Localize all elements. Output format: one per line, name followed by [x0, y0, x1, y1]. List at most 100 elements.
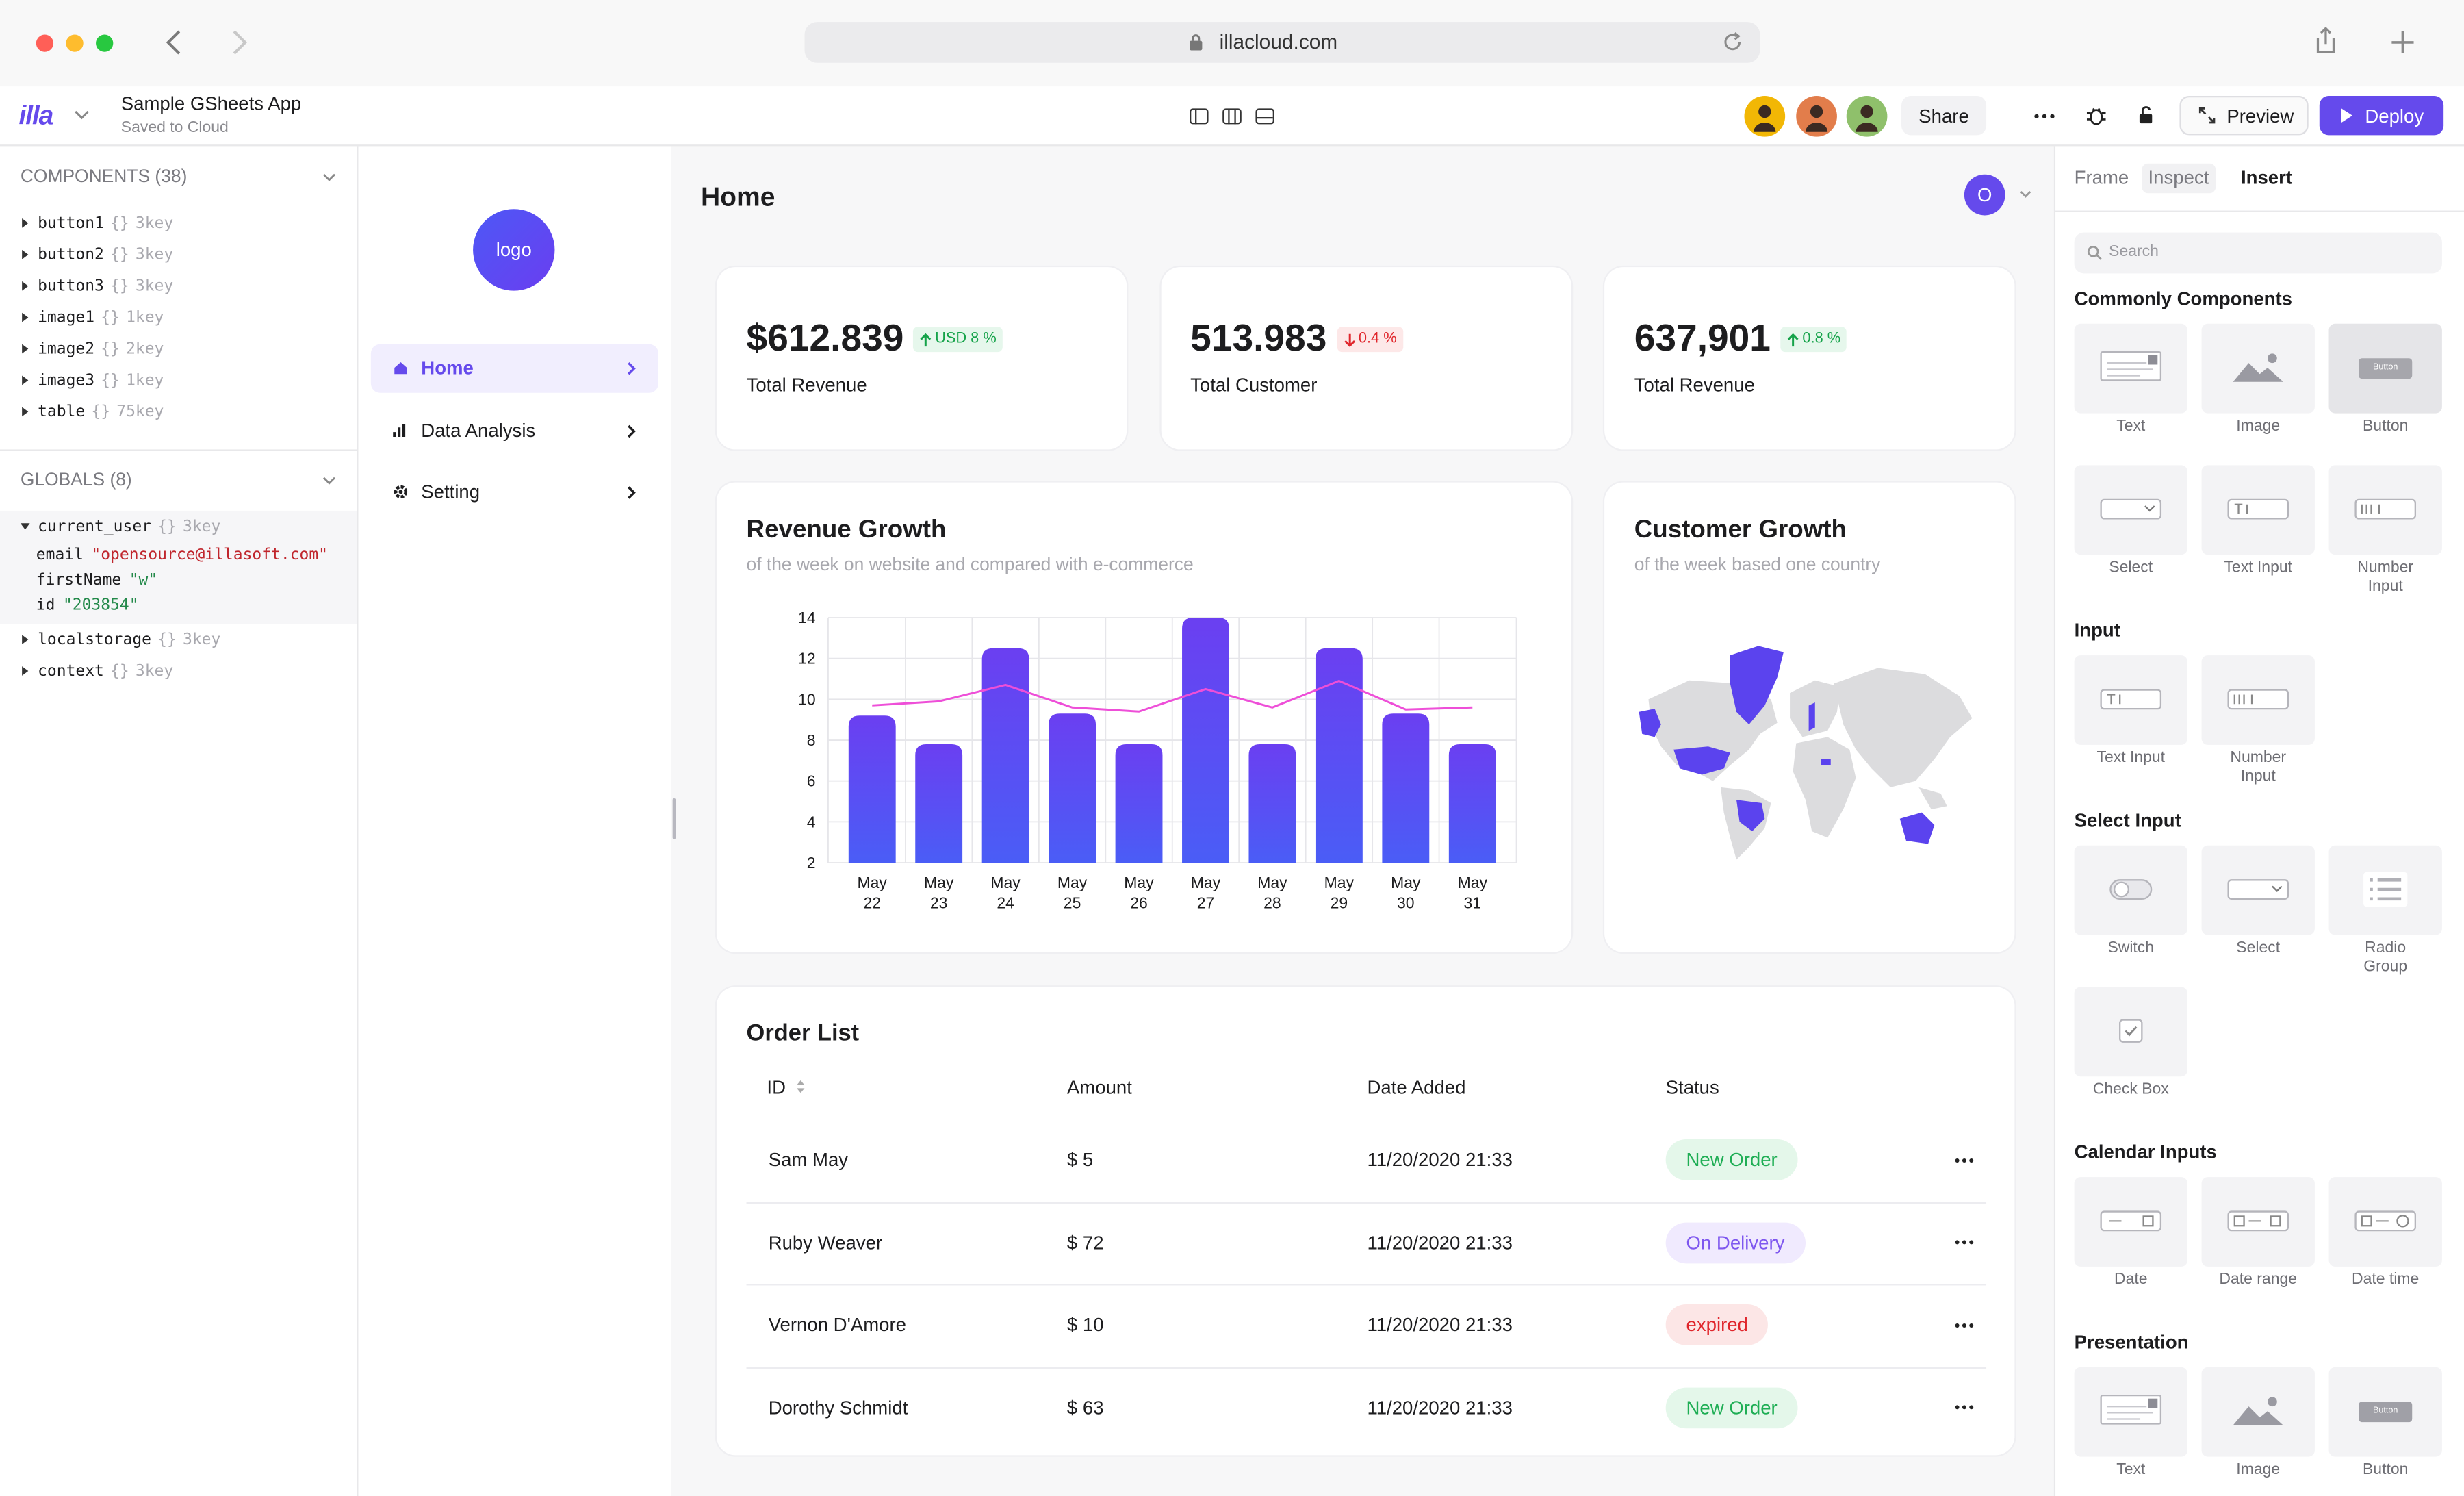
window-button[interactable] [94, 34, 113, 51]
nav-item[interactable] [371, 343, 658, 392]
row-actions[interactable] [1955, 1405, 1974, 1410]
x-tick-label: May 29 [1324, 875, 1355, 913]
change-text: 0.8 % [1802, 329, 1841, 348]
inspector-tab[interactable]: Insert [2240, 166, 2293, 189]
row-actions[interactable] [1955, 1322, 1974, 1327]
component-item[interactable]: Number Input [2201, 655, 2315, 797]
component-item[interactable]: Check Box [2074, 987, 2187, 1128]
resize-handle[interactable] [672, 798, 676, 839]
deploy-button[interactable]: Deploy [2319, 96, 2444, 136]
layout-toggle[interactable] [1255, 108, 1274, 125]
tab-divider [2055, 210, 2464, 212]
bar [981, 648, 1029, 863]
window-button[interactable] [35, 34, 53, 51]
icon-part [2233, 363, 2283, 382]
component-item[interactable]: Text Input [2201, 465, 2315, 607]
component-item[interactable]: Date time [2328, 1177, 2442, 1319]
share-icon[interactable] [2315, 27, 2337, 55]
reload-icon[interactable] [1722, 31, 1744, 53]
column-header[interactable]: ID [767, 1076, 786, 1099]
inspector-tab[interactable]: Frame [2074, 166, 2129, 189]
tree-keys: 2key [126, 340, 164, 358]
tree-row[interactable]: localstorage {} 3key [21, 629, 220, 650]
share-button[interactable]: Share [1901, 96, 1987, 136]
scandinavia [1808, 702, 1815, 731]
nav-icon [394, 362, 407, 375]
section-collapse[interactable] [322, 173, 337, 182]
icon-part [2227, 689, 2289, 710]
avatar-face [1856, 105, 1878, 132]
icon-part [2234, 503, 2248, 514]
component-label: Button [2362, 1461, 2409, 1479]
inspector-tab[interactable]: Inspect [2142, 163, 2216, 194]
africa [1793, 737, 1856, 838]
tree-row[interactable]: button2 {} 3key [21, 244, 173, 266]
icon-part [2233, 1215, 2245, 1227]
nav-item[interactable] [371, 468, 658, 516]
tree-row[interactable]: image3 {} 1key [21, 369, 164, 391]
islands [1918, 787, 1947, 810]
user-avatar[interactable]: O [1964, 174, 2005, 216]
icon-part [1969, 1157, 1974, 1162]
tree-type: {} [110, 662, 129, 680]
logo-menu[interactable] [74, 110, 90, 121]
component-item[interactable]: Text [2074, 1367, 2187, 1496]
lock-button[interactable] [2139, 106, 2155, 124]
tree-row[interactable]: image2 {} 2key [21, 338, 164, 359]
preview-button[interactable]: Preview [2179, 96, 2309, 136]
tree-name: image3 [38, 371, 95, 390]
component-item[interactable]: Button Button [2328, 1367, 2442, 1496]
tree-row[interactable]: button1 {} 3key [21, 212, 173, 234]
layout-toggle[interactable] [1190, 108, 1209, 125]
component-item[interactable]: Image [2201, 1367, 2315, 1496]
new-tab-icon[interactable] [2390, 30, 2415, 55]
component-item[interactable]: Select [2201, 845, 2315, 987]
component-item[interactable]: Image [2201, 323, 2315, 466]
forward-button[interactable] [228, 28, 250, 56]
url-bar[interactable]: illacloud.com [804, 22, 1760, 63]
tree-row[interactable]: table {} 75key [21, 401, 164, 422]
tile-icon [2109, 879, 2153, 900]
stat-label: Total Revenue [1634, 374, 1755, 396]
icon-part [2361, 1215, 2372, 1227]
tree-row[interactable]: button3 {} 3key [21, 275, 173, 297]
component-item[interactable]: Select [2074, 465, 2187, 607]
tree-row[interactable]: context {} 3key [21, 660, 173, 682]
column-header[interactable]: Date Added [1367, 1076, 1466, 1099]
row-actions[interactable] [1955, 1157, 1974, 1162]
line [872, 679, 1473, 713]
tree-row[interactable]: image1 {} 1key [21, 307, 164, 329]
column-header[interactable]: Amount [1066, 1076, 1132, 1099]
component-label: Image [2236, 1461, 2281, 1479]
component-tile [2074, 1367, 2187, 1457]
tree-row[interactable]: current_user {} 3key [20, 516, 220, 537]
window-button[interactable] [65, 34, 83, 51]
component-item[interactable]: Switch [2074, 845, 2187, 987]
search-box[interactable]: Search [2074, 232, 2442, 274]
more-button[interactable] [2033, 113, 2055, 119]
table-cell: 11/20/2020 21:33 [1367, 1231, 1513, 1254]
back-button[interactable] [164, 28, 185, 56]
component-item[interactable]: Text [2074, 323, 2187, 466]
stat-value: 513.983 [1190, 317, 1327, 360]
section-collapse[interactable] [322, 476, 337, 485]
row-actions[interactable] [1955, 1240, 1974, 1245]
component-item[interactable]: Date [2074, 1177, 2187, 1319]
icon-part [2142, 1215, 2154, 1227]
icon-part [2119, 1019, 2143, 1043]
deploy-icon [2341, 108, 2352, 123]
component-item[interactable]: Radio Group [2328, 845, 2442, 987]
debug-button[interactable] [2086, 105, 2106, 126]
column-header[interactable]: Status [1665, 1076, 1719, 1099]
y-tick-label: 14 [798, 609, 816, 626]
section-title: GLOBALS (8) [20, 471, 132, 491]
component-item[interactable]: Text Input [2074, 655, 2187, 797]
field-key: email [36, 546, 84, 564]
bar [1182, 618, 1229, 863]
component-item[interactable]: Button Button [2328, 323, 2442, 466]
component-item[interactable]: Date range [2201, 1177, 2315, 1319]
avatar-menu[interactable] [2019, 190, 2031, 198]
layout-toggle[interactable] [1222, 108, 1242, 125]
component-item[interactable]: Number Input [2328, 465, 2442, 607]
y-tick-label: 8 [807, 731, 816, 749]
